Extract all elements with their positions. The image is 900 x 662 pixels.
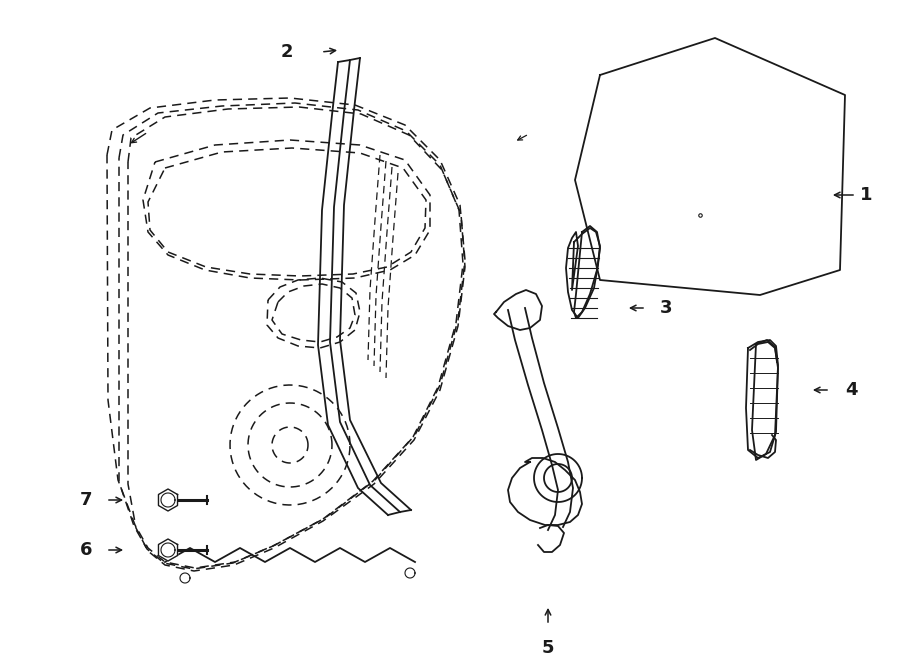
Text: 5: 5: [542, 639, 554, 657]
Polygon shape: [158, 489, 177, 511]
Text: 6: 6: [79, 541, 92, 559]
Text: 4: 4: [845, 381, 858, 399]
Text: 2: 2: [281, 43, 293, 61]
Polygon shape: [158, 539, 177, 561]
Text: 7: 7: [79, 491, 92, 509]
Text: 3: 3: [660, 299, 672, 317]
Text: 1: 1: [860, 186, 872, 204]
